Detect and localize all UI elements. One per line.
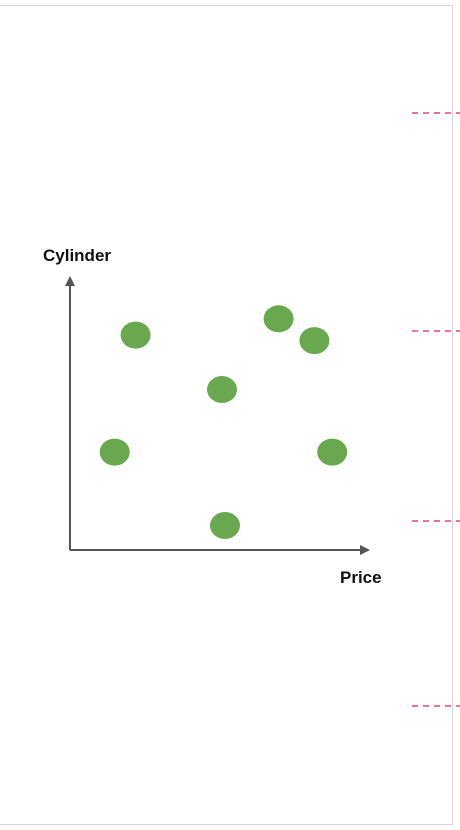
diagram-frame — [0, 5, 453, 825]
scatter-point-6 — [317, 438, 348, 466]
scatter-points — [99, 305, 348, 539]
scatter-point-4 — [207, 376, 237, 403]
x-axis-label: Price — [340, 568, 382, 587]
scatter-point-7 — [210, 512, 240, 539]
guide-dashes — [412, 112, 460, 707]
scatter-point-3 — [299, 327, 330, 355]
scatter-point-1 — [120, 321, 151, 349]
y-axis-label: Cylinder — [43, 246, 111, 265]
scatter-point-2 — [263, 305, 294, 333]
scatter-point-5 — [99, 438, 130, 466]
